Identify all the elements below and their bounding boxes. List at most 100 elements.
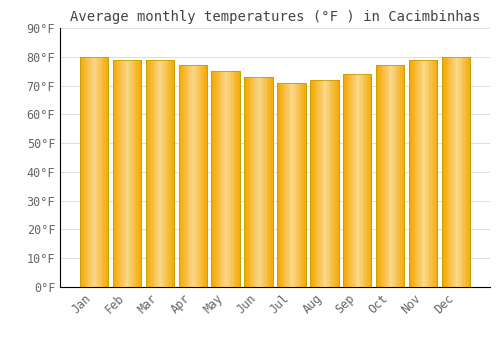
Bar	[218, 71, 220, 287]
Bar	[94, 57, 95, 287]
Bar	[379, 65, 380, 287]
Bar	[390, 65, 392, 287]
Bar	[250, 77, 252, 287]
Bar	[124, 60, 125, 287]
Bar	[267, 77, 268, 287]
Bar	[172, 60, 174, 287]
Bar	[165, 60, 166, 287]
Bar	[196, 65, 198, 287]
Bar	[270, 77, 271, 287]
Bar	[310, 80, 338, 287]
Bar	[95, 57, 96, 287]
Bar	[216, 71, 217, 287]
Bar	[345, 74, 346, 287]
Bar	[232, 71, 234, 287]
Bar	[432, 60, 434, 287]
Bar	[376, 65, 404, 287]
Bar	[230, 71, 231, 287]
Bar	[360, 74, 362, 287]
Bar	[86, 57, 88, 287]
Bar	[254, 77, 256, 287]
Bar	[384, 65, 385, 287]
Bar	[459, 57, 460, 287]
Bar	[332, 80, 333, 287]
Bar	[444, 57, 445, 287]
Bar	[469, 57, 470, 287]
Bar	[455, 57, 456, 287]
Bar	[290, 83, 292, 287]
Bar	[465, 57, 466, 287]
Bar	[316, 80, 318, 287]
Bar	[234, 71, 235, 287]
Bar	[220, 71, 222, 287]
Bar	[154, 60, 156, 287]
Bar	[80, 57, 81, 287]
Bar	[161, 60, 162, 287]
Bar	[182, 65, 184, 287]
Bar	[112, 60, 140, 287]
Bar	[411, 60, 412, 287]
Bar	[116, 60, 118, 287]
Bar	[212, 71, 240, 287]
Bar	[105, 57, 106, 287]
Bar	[80, 57, 108, 287]
Bar	[436, 60, 438, 287]
Bar	[294, 83, 296, 287]
Bar	[88, 57, 90, 287]
Bar	[224, 71, 226, 287]
Bar	[293, 83, 294, 287]
Bar	[448, 57, 450, 287]
Bar	[280, 83, 281, 287]
Bar	[442, 57, 444, 287]
Bar	[213, 71, 214, 287]
Bar	[454, 57, 455, 287]
Bar	[112, 60, 140, 287]
Bar	[231, 71, 232, 287]
Bar	[260, 77, 262, 287]
Bar	[132, 60, 134, 287]
Bar	[282, 83, 283, 287]
Bar	[244, 77, 246, 287]
Bar	[388, 65, 389, 287]
Bar	[368, 74, 370, 287]
Bar	[430, 60, 432, 287]
Bar	[92, 57, 94, 287]
Bar	[412, 60, 414, 287]
Bar	[333, 80, 334, 287]
Bar	[324, 80, 326, 287]
Bar	[400, 65, 402, 287]
Bar	[456, 57, 458, 287]
Bar	[178, 65, 206, 287]
Bar	[410, 60, 438, 287]
Bar	[190, 65, 191, 287]
Bar	[244, 77, 272, 287]
Bar	[156, 60, 158, 287]
Bar	[178, 65, 206, 287]
Bar	[148, 60, 150, 287]
Bar	[336, 80, 337, 287]
Bar	[130, 60, 131, 287]
Bar	[359, 74, 360, 287]
Bar	[248, 77, 250, 287]
Bar	[278, 83, 279, 287]
Bar	[337, 80, 338, 287]
Bar	[201, 65, 202, 287]
Bar	[192, 65, 194, 287]
Bar	[121, 60, 122, 287]
Bar	[346, 74, 348, 287]
Bar	[128, 60, 130, 287]
Bar	[147, 60, 148, 287]
Bar	[344, 74, 371, 287]
Bar	[304, 83, 306, 287]
Bar	[256, 77, 257, 287]
Bar	[222, 71, 224, 287]
Bar	[422, 60, 424, 287]
Bar	[396, 65, 398, 287]
Bar	[200, 65, 201, 287]
Bar	[184, 65, 186, 287]
Bar	[452, 57, 454, 287]
Bar	[236, 71, 238, 287]
Bar	[352, 74, 354, 287]
Bar	[314, 80, 316, 287]
Bar	[319, 80, 320, 287]
